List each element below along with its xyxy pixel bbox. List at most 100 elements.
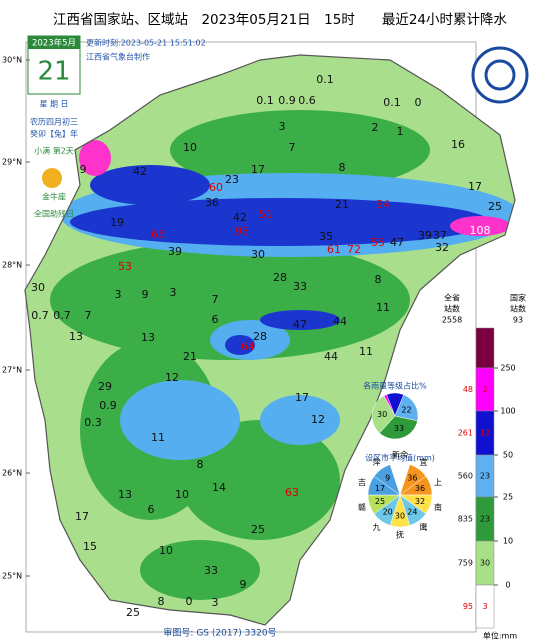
station-value: 39 [168, 245, 182, 258]
station-value: 0.6 [298, 94, 316, 107]
station-value: 63 [285, 486, 299, 499]
station-value: 39 [418, 229, 432, 242]
legend-header: 站数 [444, 304, 460, 314]
station-value: 21 [335, 198, 349, 211]
station-value: 13 [69, 330, 83, 343]
station-value: 0.1 [383, 96, 401, 109]
station-value: 9 [80, 163, 87, 176]
legend-header: 站数 [510, 304, 526, 314]
logo-inner [484, 59, 516, 91]
province-count: 759 [458, 559, 473, 568]
station-value: 55 [371, 236, 385, 249]
calendar-term: 小满 第2天 [34, 146, 74, 156]
latitude-label: 26°N [2, 469, 22, 478]
city-value: 32 [415, 497, 425, 506]
city-value: 20 [383, 507, 393, 516]
station-value: 3 [170, 286, 177, 299]
station-value: 12 [311, 413, 325, 426]
share-label: 33 [394, 424, 404, 433]
station-value: 28 [253, 330, 267, 343]
calendar-year: 癸卯【兔】年 [30, 129, 78, 139]
station-value: 143 [508, 224, 529, 237]
station-value: 10 [159, 544, 173, 557]
calendar-head [28, 36, 80, 49]
city-name: 萍 [372, 457, 380, 467]
national-count: 12 [480, 429, 490, 438]
station-value: 7 [85, 309, 92, 322]
province-count: 261 [458, 429, 473, 438]
rain-field [25, 55, 515, 625]
station-value: 11 [151, 431, 165, 444]
national-count: 23 [480, 515, 490, 524]
station-value: 9 [142, 288, 149, 301]
city-name: 吉 [358, 478, 366, 487]
station-value: 3 [115, 288, 122, 301]
pie-share-title: 各雨量等级占比% [363, 381, 427, 391]
calendar-day: 21 [37, 57, 70, 87]
city-name: 宜 [420, 457, 428, 467]
station-value: 6 [148, 503, 155, 516]
legend-total: 93 [513, 316, 523, 325]
city-slice [373, 464, 401, 496]
station-value: 54 [376, 198, 390, 211]
station-value: 8 [339, 161, 346, 174]
station-value: 47 [293, 318, 307, 331]
share-slice [371, 395, 396, 434]
station-value: 9 [240, 578, 247, 591]
city-value: 25 [375, 497, 385, 506]
station-value: 19 [110, 216, 124, 229]
station-value: 25 [126, 606, 140, 619]
province-count: 835 [458, 515, 473, 524]
national-count: 23 [480, 472, 490, 481]
station-value: 108 [470, 224, 491, 237]
legend-level: 25 [503, 493, 513, 502]
station-value: 33 [204, 564, 218, 577]
station-value: 53 [118, 260, 132, 273]
legend-header: 国家 [510, 293, 526, 303]
station-value: 44 [324, 350, 338, 363]
calendar-holiday: 全国助残日 [34, 209, 74, 219]
share-slice [379, 415, 418, 440]
city-name: 上 [434, 478, 442, 487]
latitude-label: 30°N [2, 56, 22, 65]
station-value: 7 [212, 293, 219, 306]
legend-header: 全省 [444, 293, 460, 303]
station-value: 42 [233, 211, 247, 224]
legend-unit: 单位:mm [483, 631, 517, 641]
station-value: 0.9 [99, 399, 117, 412]
station-value: 12 [165, 371, 179, 384]
station-value: 3 [279, 120, 286, 133]
station-value: 0.1 [316, 73, 334, 86]
station-value: 17 [75, 510, 89, 523]
station-value: 17 [468, 180, 482, 193]
city-value: 30 [395, 512, 405, 521]
station-value: 0.7 [31, 309, 49, 322]
city-value: 36 [415, 484, 425, 493]
maker: 江西省气象台制作 [86, 52, 150, 62]
latitude-label: 29°N [2, 158, 22, 167]
latitude-label: 25°N [2, 572, 22, 581]
station-value: 23 [225, 173, 239, 186]
legend-swatch [475, 327, 495, 369]
province-count: 95 [463, 602, 473, 611]
station-value: 47 [390, 236, 404, 249]
city-name: 赣 [358, 502, 366, 512]
station-value: 8 [375, 273, 382, 286]
city-name: 抚 [396, 530, 404, 540]
legend-swatch [475, 584, 495, 629]
calendar-weekday: 星 期 日 [39, 100, 68, 109]
station-value: 10 [175, 488, 189, 501]
station-value: 25 [251, 523, 265, 536]
station-value: 0.7 [53, 309, 71, 322]
station-value: 72 [347, 243, 361, 256]
city-name: 九 [372, 523, 380, 532]
station-value: 44 [333, 315, 347, 328]
station-value: 13 [118, 488, 132, 501]
station-value: 17 [295, 391, 309, 404]
station-value: 8 [158, 595, 165, 608]
station-value: 51 [259, 208, 273, 221]
station-value: 0.3 [84, 416, 102, 429]
station-value: 64 [241, 340, 255, 353]
city-name: 新余 [392, 450, 408, 460]
latitude-label: 27°N [2, 366, 22, 375]
